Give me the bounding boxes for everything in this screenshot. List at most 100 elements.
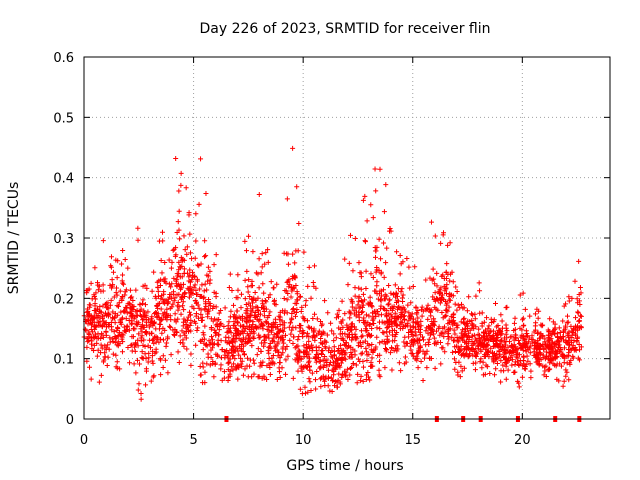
data-point bbox=[288, 331, 294, 337]
data-point bbox=[89, 316, 95, 322]
data-point bbox=[201, 294, 207, 300]
data-point bbox=[498, 312, 504, 318]
y-tick-label: 0.1 bbox=[53, 353, 74, 368]
data-point bbox=[305, 283, 311, 289]
data-point bbox=[272, 345, 278, 351]
data-point bbox=[235, 287, 241, 293]
data-point bbox=[263, 306, 269, 312]
data-point bbox=[94, 353, 100, 359]
data-point bbox=[85, 287, 91, 293]
data-point bbox=[504, 328, 510, 334]
data-point bbox=[270, 335, 276, 341]
data-point bbox=[359, 304, 365, 310]
data-point bbox=[136, 331, 142, 337]
data-point bbox=[298, 308, 304, 314]
data-point bbox=[352, 235, 358, 241]
data-point bbox=[106, 305, 112, 311]
data-point bbox=[554, 361, 560, 367]
data-point bbox=[334, 311, 340, 317]
data-point bbox=[407, 313, 413, 319]
data-point bbox=[146, 324, 152, 330]
data-point bbox=[125, 301, 131, 307]
data-point bbox=[432, 290, 438, 296]
data-point bbox=[191, 305, 197, 311]
data-point bbox=[259, 264, 265, 270]
data-point bbox=[140, 300, 146, 306]
data-point bbox=[88, 376, 94, 382]
data-point bbox=[566, 377, 572, 383]
data-point bbox=[359, 350, 365, 356]
data-point bbox=[210, 306, 216, 312]
data-point bbox=[469, 311, 475, 317]
data-point bbox=[405, 302, 411, 308]
data-point bbox=[547, 366, 553, 372]
data-point bbox=[463, 328, 469, 334]
data-point bbox=[253, 297, 259, 303]
data-point bbox=[100, 303, 106, 309]
data-point bbox=[260, 305, 266, 311]
data-point bbox=[279, 338, 285, 344]
data-point bbox=[357, 358, 363, 364]
data-point bbox=[113, 352, 119, 358]
data-point bbox=[331, 372, 337, 378]
data-point bbox=[142, 302, 148, 308]
data-point bbox=[150, 320, 156, 326]
data-point bbox=[149, 288, 155, 294]
data-point bbox=[463, 338, 469, 344]
data-point bbox=[561, 360, 567, 366]
data-point bbox=[302, 384, 308, 390]
data-point bbox=[446, 331, 452, 337]
data-point bbox=[410, 351, 416, 357]
data-point bbox=[269, 355, 275, 361]
data-point bbox=[425, 339, 431, 345]
data-point bbox=[141, 337, 147, 343]
data-point bbox=[346, 260, 352, 266]
data-point bbox=[211, 374, 217, 380]
data-point bbox=[292, 260, 298, 266]
data-point bbox=[563, 337, 569, 343]
gridlines bbox=[84, 57, 610, 419]
data-point bbox=[176, 359, 182, 365]
data-point bbox=[187, 279, 193, 285]
data-point bbox=[115, 258, 121, 264]
data-point bbox=[525, 358, 531, 364]
data-point bbox=[439, 310, 445, 316]
data-point bbox=[126, 300, 132, 306]
data-point bbox=[280, 344, 286, 350]
data-point bbox=[188, 312, 194, 318]
data-point bbox=[419, 304, 425, 310]
data-point bbox=[532, 323, 538, 329]
data-point bbox=[192, 282, 198, 288]
data-point bbox=[439, 331, 445, 337]
data-point bbox=[380, 329, 386, 335]
data-point bbox=[84, 344, 90, 350]
data-point bbox=[309, 348, 315, 354]
data-point bbox=[325, 374, 331, 380]
data-point bbox=[434, 283, 440, 289]
data-point bbox=[108, 320, 114, 326]
data-point bbox=[334, 384, 340, 390]
data-point bbox=[199, 282, 205, 288]
data-point bbox=[360, 197, 366, 203]
data-point bbox=[515, 338, 521, 344]
data-point bbox=[413, 332, 419, 338]
data-point bbox=[227, 356, 233, 362]
data-point bbox=[264, 363, 270, 369]
data-point bbox=[283, 371, 289, 377]
data-point bbox=[554, 341, 560, 347]
data-point bbox=[233, 295, 239, 301]
plot-frame bbox=[83, 56, 611, 420]
data-point bbox=[265, 332, 271, 338]
data-point bbox=[206, 296, 212, 302]
data-point bbox=[545, 356, 551, 362]
data-point bbox=[316, 345, 322, 351]
data-point bbox=[442, 349, 448, 355]
data-point bbox=[499, 346, 505, 352]
data-point bbox=[331, 338, 337, 344]
data-point bbox=[349, 332, 355, 338]
data-point bbox=[139, 349, 145, 355]
data-point bbox=[172, 295, 178, 301]
y-tick-label: 0.2 bbox=[53, 292, 74, 307]
data-point bbox=[518, 361, 524, 367]
data-point bbox=[384, 293, 390, 299]
